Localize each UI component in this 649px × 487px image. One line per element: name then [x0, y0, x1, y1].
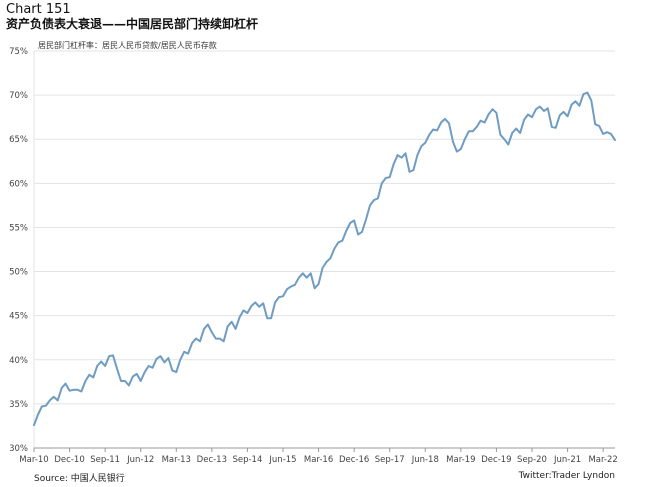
y-tick-label: 65%: [9, 135, 28, 145]
x-tick-label: Dec-13: [197, 455, 227, 465]
x-axis-ticks: Mar-10 Dec-10 Sep-11 Jun-12 Mar-13 Dec-13 Sep-…: [19, 448, 618, 465]
y-tick-label: 30%: [9, 444, 28, 454]
y-tick-label: 50%: [9, 268, 28, 278]
gridlines: [33, 50, 615, 449]
x-tick-label: Dec-10: [54, 455, 84, 465]
x-tick-label: Sep-17: [375, 455, 405, 465]
x-tick-label: Dec-19: [481, 455, 511, 465]
chart-title: 资产负债表大衰退——中国居民部门持续卸杠杆: [6, 17, 259, 31]
x-tick-label: Mar-16: [304, 455, 333, 465]
source-note: Source: 中国人民银行: [34, 474, 125, 484]
y-tick-label: 75%: [9, 47, 28, 57]
y-tick-label: 45%: [9, 312, 28, 322]
x-tick-label: Sep-20: [517, 455, 547, 465]
y-axis-ticks: 30% 35% 40% 45% 50% 55% 60% 65% 70% 75%: [9, 47, 28, 454]
legend-label: 居民部门杠杆率：居民人民币贷款/居民人民币存款: [38, 41, 217, 50]
x-tick-label: Dec-16: [339, 455, 369, 465]
series-line: [33, 91, 616, 427]
y-tick-label: 55%: [9, 223, 28, 233]
y-tick-label: 70%: [9, 91, 28, 101]
chart-number: Chart 151: [6, 2, 71, 17]
x-tick-label: Mar-13: [162, 455, 191, 465]
x-tick-label: Sep-14: [232, 455, 262, 465]
y-tick-label: 60%: [9, 179, 28, 189]
x-tick-label: Jun-12: [126, 455, 154, 465]
x-tick-label: Mar-10: [19, 455, 48, 465]
credit-note: Twitter:Trader Lyndon: [518, 471, 615, 481]
y-tick-label: 35%: [9, 400, 28, 410]
x-tick-label: Mar-22: [588, 455, 617, 465]
x-tick-label: Jun-18: [411, 455, 439, 465]
x-tick-label: Jun-21: [553, 455, 581, 465]
y-tick-label: 40%: [9, 356, 28, 366]
x-tick-label: Jun-15: [268, 455, 296, 465]
x-tick-label: Mar-19: [446, 455, 475, 465]
x-tick-label: Sep-11: [90, 455, 120, 465]
